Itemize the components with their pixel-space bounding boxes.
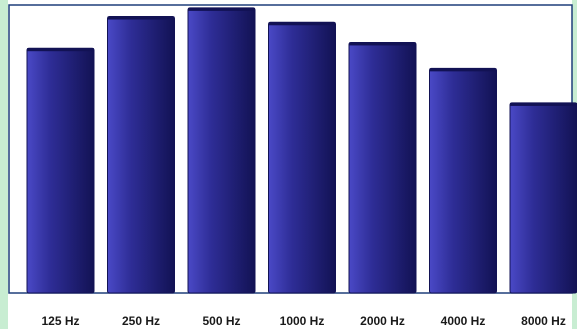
bars-group <box>26 7 577 294</box>
bar-250-hz <box>107 16 175 294</box>
x-tick-label: 2000 Hz <box>360 314 405 328</box>
bar-500-hz <box>187 7 256 294</box>
bar-2000-hz <box>348 41 417 294</box>
left-side-band <box>0 0 8 329</box>
x-tick-label: 1000 Hz <box>280 314 325 328</box>
x-tick-label: 125 Hz <box>41 314 79 328</box>
bar-top-edge <box>188 7 255 11</box>
bar-top-edge <box>27 48 94 52</box>
bar-1000-hz <box>268 21 336 294</box>
bar-top-edge <box>429 68 497 72</box>
bar-top-edge <box>510 102 577 106</box>
bar-top-edge <box>107 16 175 20</box>
bar-125-hz <box>26 47 95 294</box>
bar-4000-hz <box>429 67 497 294</box>
bar-top-edge <box>268 22 336 26</box>
x-tick-label: 4000 Hz <box>441 314 486 328</box>
x-tick-labels: 125 Hz 250 Hz 500 Hz 1000 Hz 2000 Hz 4000 Hz 8… <box>41 314 565 328</box>
x-tick-label: 500 Hz <box>202 314 240 328</box>
bar-8000-hz <box>509 102 577 294</box>
x-tick-label: 8000 Hz <box>521 314 566 328</box>
bar-top-edge <box>349 42 416 46</box>
x-tick-label: 250 Hz <box>122 314 160 328</box>
